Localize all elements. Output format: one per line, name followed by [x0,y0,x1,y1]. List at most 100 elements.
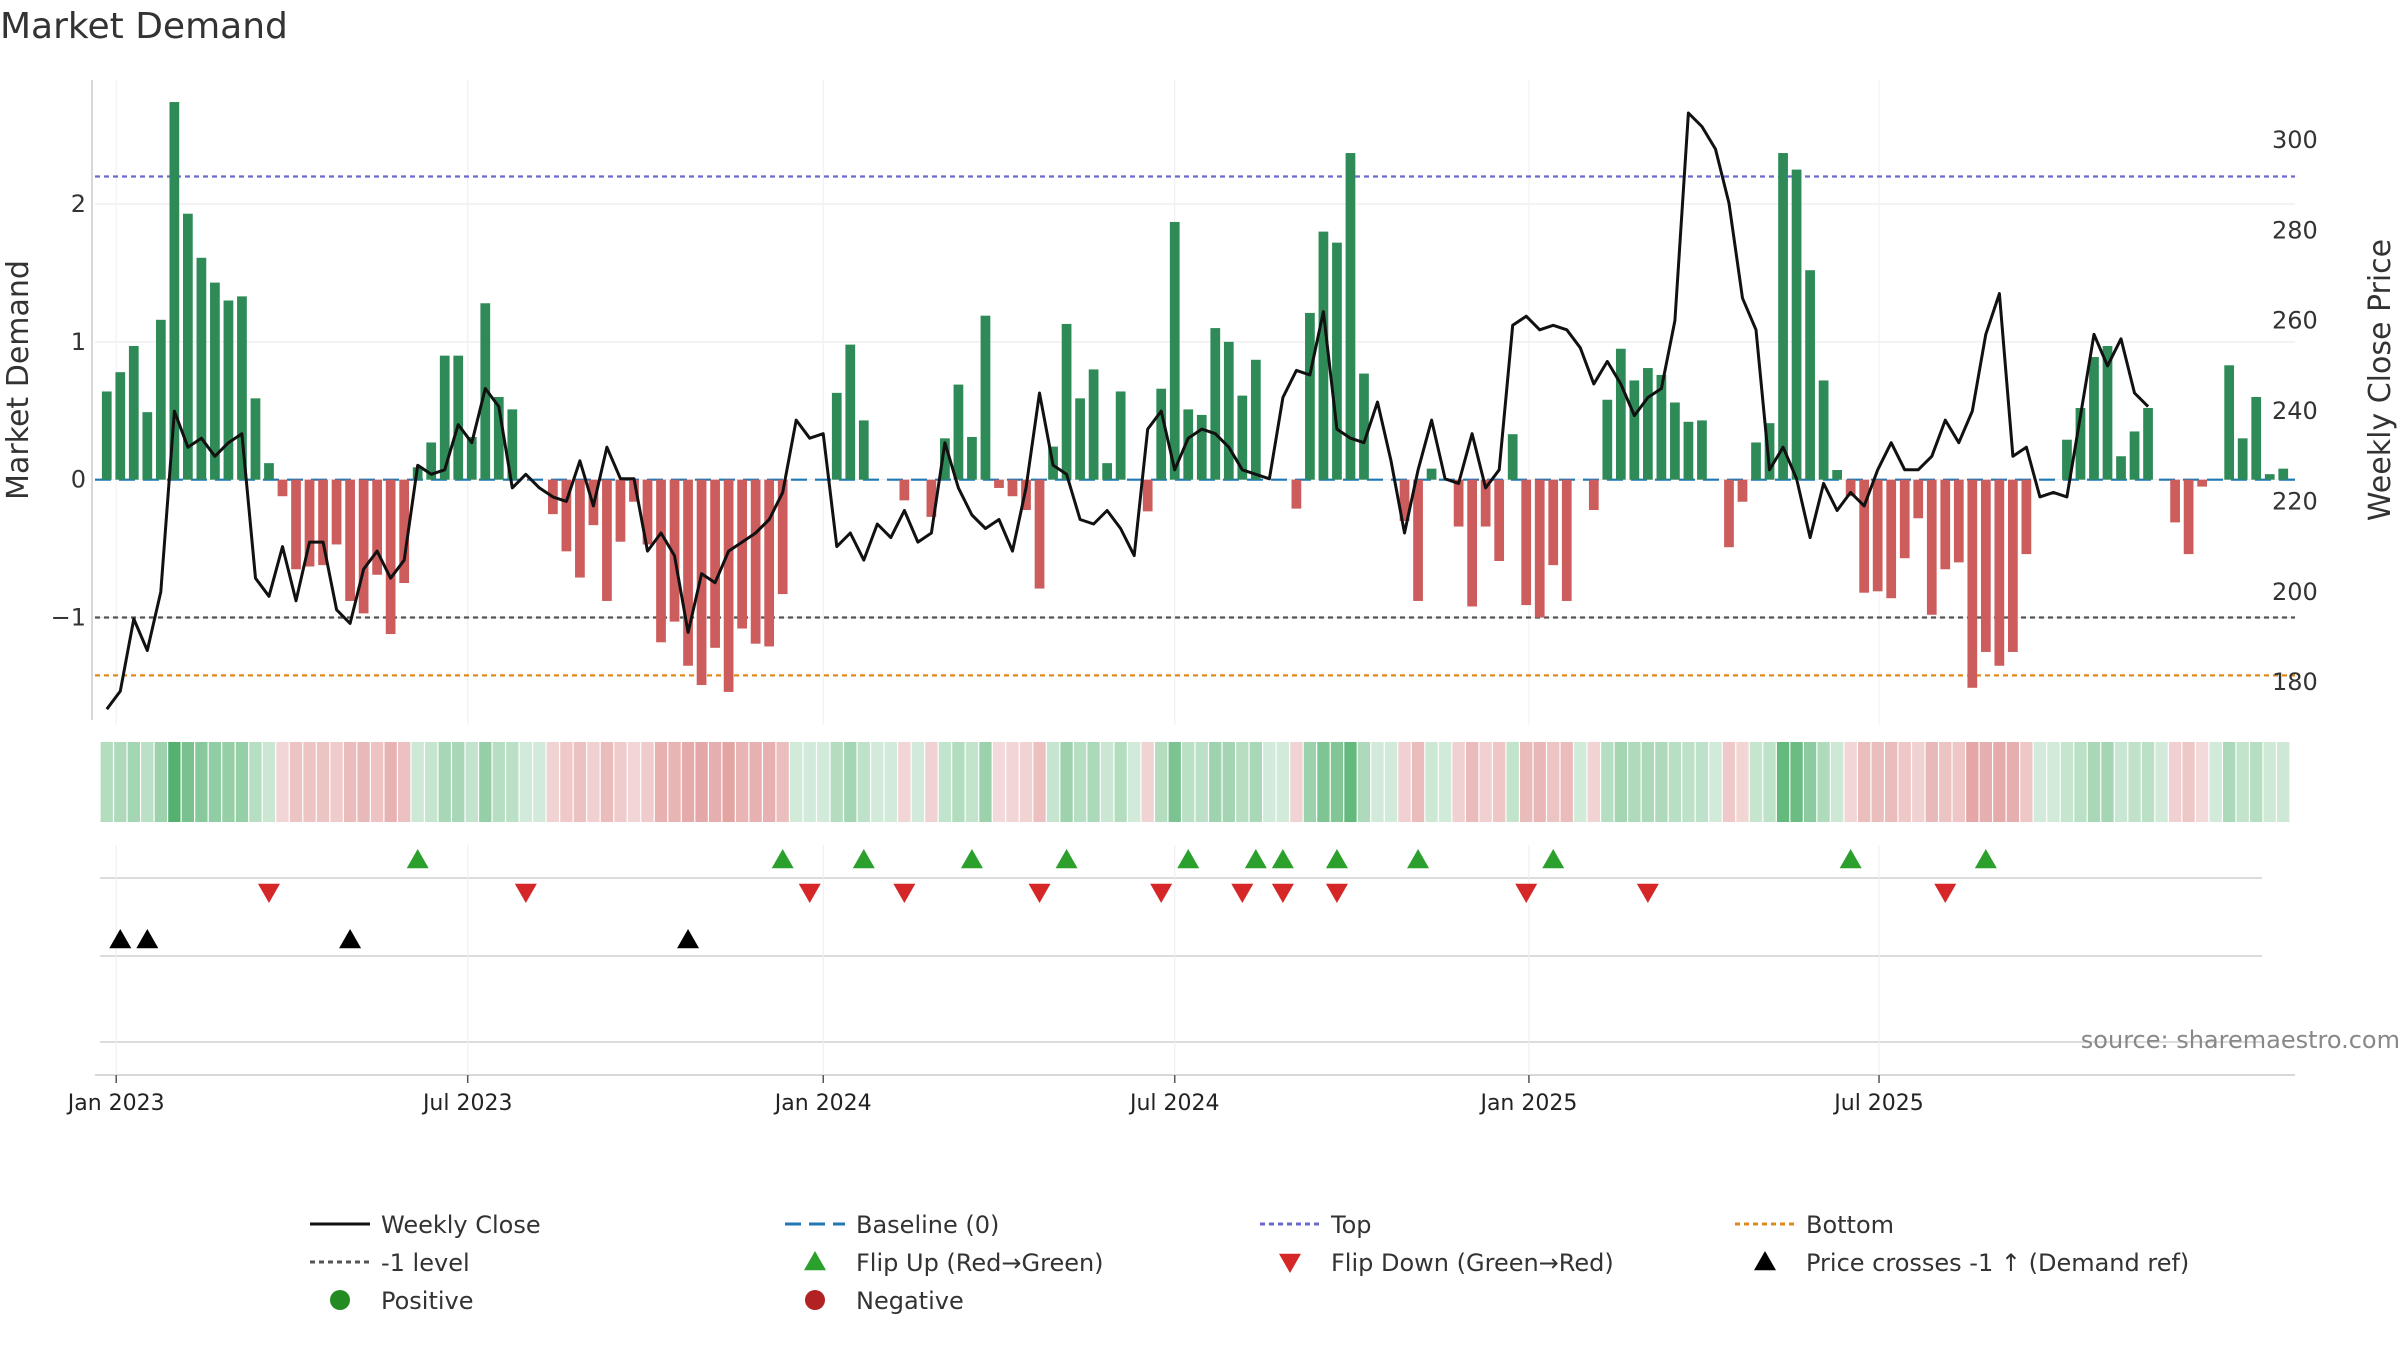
demand-bar [1967,479,1978,688]
demand-bar [1359,373,1369,480]
x-tick-label: Jan 2023 [66,1091,165,1116]
legend-swatch-triangle [1754,1251,1776,1271]
demand-bar [683,479,693,666]
demand-bar [277,479,288,497]
legend-label: Bottom [1806,1211,1894,1239]
heat-cell [411,742,424,822]
demand-bar [1859,479,1870,593]
flip-down-marker [1271,883,1294,903]
chart-title: Market Demand [0,6,288,47]
heat-cell [316,742,330,822]
heat-cell [208,742,222,822]
flip-up-marker [1407,849,1430,869]
legend-item: Top [1260,1211,1372,1239]
heat-cell [1709,742,1722,822]
demand-bar [1994,479,2005,666]
right-tick-label: 300 [2272,126,2318,154]
demand-bar [1345,153,1356,480]
demand-bar [1845,479,1856,497]
demand-bar [1615,348,1626,480]
flip-up-marker [960,849,983,869]
heat-cell [114,742,127,822]
demand-bar [439,355,450,480]
heat-cell [1033,742,1046,822]
heat-cell [2020,742,2033,822]
demand-bar [1426,468,1437,480]
heat-cell [1019,742,1033,822]
demand-bar [142,412,153,480]
heat-cell [1506,742,1519,822]
demand-bar [1413,479,1423,601]
demand-bar [2264,474,2275,480]
demand-bar [1521,479,1532,606]
demand-bar [1332,242,1342,480]
demand-bar [2237,438,2248,480]
demand-bar [1588,479,1599,510]
heat-cell [2114,742,2128,822]
heat-cell [2263,742,2276,822]
heat-cell [2277,742,2290,822]
demand-bar [858,420,869,480]
heat-cell [1222,742,1235,822]
demand-bar [1913,479,1924,519]
heat-cell [2141,742,2155,822]
right-tick-label: 260 [2272,307,2318,335]
heat-cell [546,742,560,822]
demand-bar [750,479,761,644]
heat-cell [790,742,803,822]
demand-bar [115,372,126,480]
heat-cell [1614,742,1627,822]
demand-bar [1196,414,1207,480]
flip-up-marker [1839,849,1862,869]
demand-bar [1886,479,1897,599]
heat-cell [2236,742,2249,822]
heat-cell [1155,742,1168,822]
demand-bar [196,257,207,480]
demand-bar [1926,479,1937,615]
heat-cell [1952,742,1965,822]
legend-label: Flip Up (Red→Green) [856,1249,1104,1277]
heat-cell [2209,742,2222,822]
heat-cell [1493,742,1506,822]
demand-bar [493,396,504,480]
heat-cell [1452,742,1465,822]
demand-bar [737,479,747,629]
heat-cell [533,742,546,822]
demand-bar [629,479,639,502]
flip-down-marker [1231,883,1254,903]
flip-down-marker [1028,883,1051,903]
demand-bar [2129,431,2140,480]
demand-bar [1670,402,1680,480]
heat-cell [1425,742,1438,822]
demand-bar [2116,456,2126,480]
heat-cell [2101,742,2114,822]
demand-bar [777,479,788,595]
heat-cell [708,742,722,822]
heat-cell [1344,742,1357,822]
flip-down-marker [257,883,280,903]
demand-bar [1250,359,1261,480]
demand-bar [1805,270,1815,480]
demand-bar [1818,380,1829,480]
demand-bar [1237,395,1248,480]
price-cross-marker [677,929,700,949]
heat-cell [803,742,816,822]
heat-cell [1303,742,1317,822]
heat-cell [1182,742,1195,822]
flip-up-marker [1271,849,1294,869]
demand-bar [128,345,139,480]
heat-cell [614,742,627,822]
demand-bars [101,102,2289,692]
heat-cell [465,742,478,822]
demand-bar [1210,328,1221,480]
heat-cell [519,742,532,822]
demand-bar [656,479,666,643]
demand-bar [615,479,626,542]
heat-cell [817,742,830,822]
heat-cell [1276,742,1290,822]
demand-bar [1291,479,1302,509]
demand-bar [1737,479,1748,502]
heat-cell [1803,742,1817,822]
heat-cell [654,742,668,822]
demand-bar [2143,408,2153,480]
